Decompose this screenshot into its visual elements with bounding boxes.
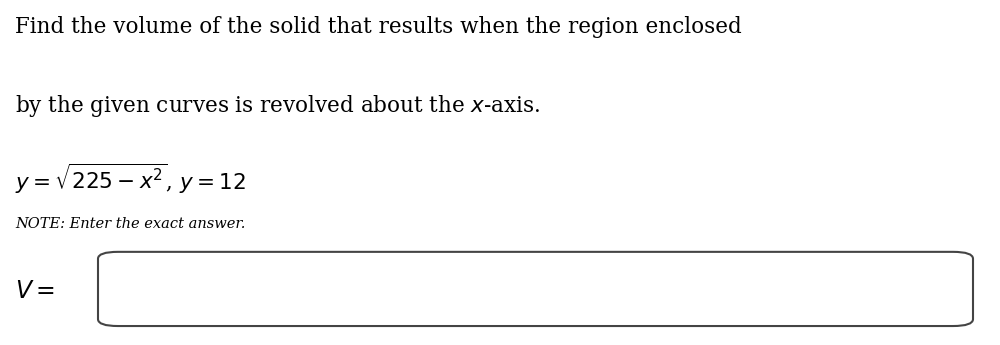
Text: Find the volume of the solid that results when the region enclosed: Find the volume of the solid that result… bbox=[15, 16, 742, 38]
Text: NOTE: Enter the exact answer.: NOTE: Enter the exact answer. bbox=[15, 217, 245, 231]
Text: $y = \sqrt{225 - x^2}$, $y = 12$: $y = \sqrt{225 - x^2}$, $y = 12$ bbox=[15, 162, 246, 196]
Text: by the given curves is revolved about the $x$-axis.: by the given curves is revolved about th… bbox=[15, 93, 541, 119]
FancyBboxPatch shape bbox=[98, 252, 973, 326]
Text: $V =$: $V =$ bbox=[15, 280, 55, 303]
